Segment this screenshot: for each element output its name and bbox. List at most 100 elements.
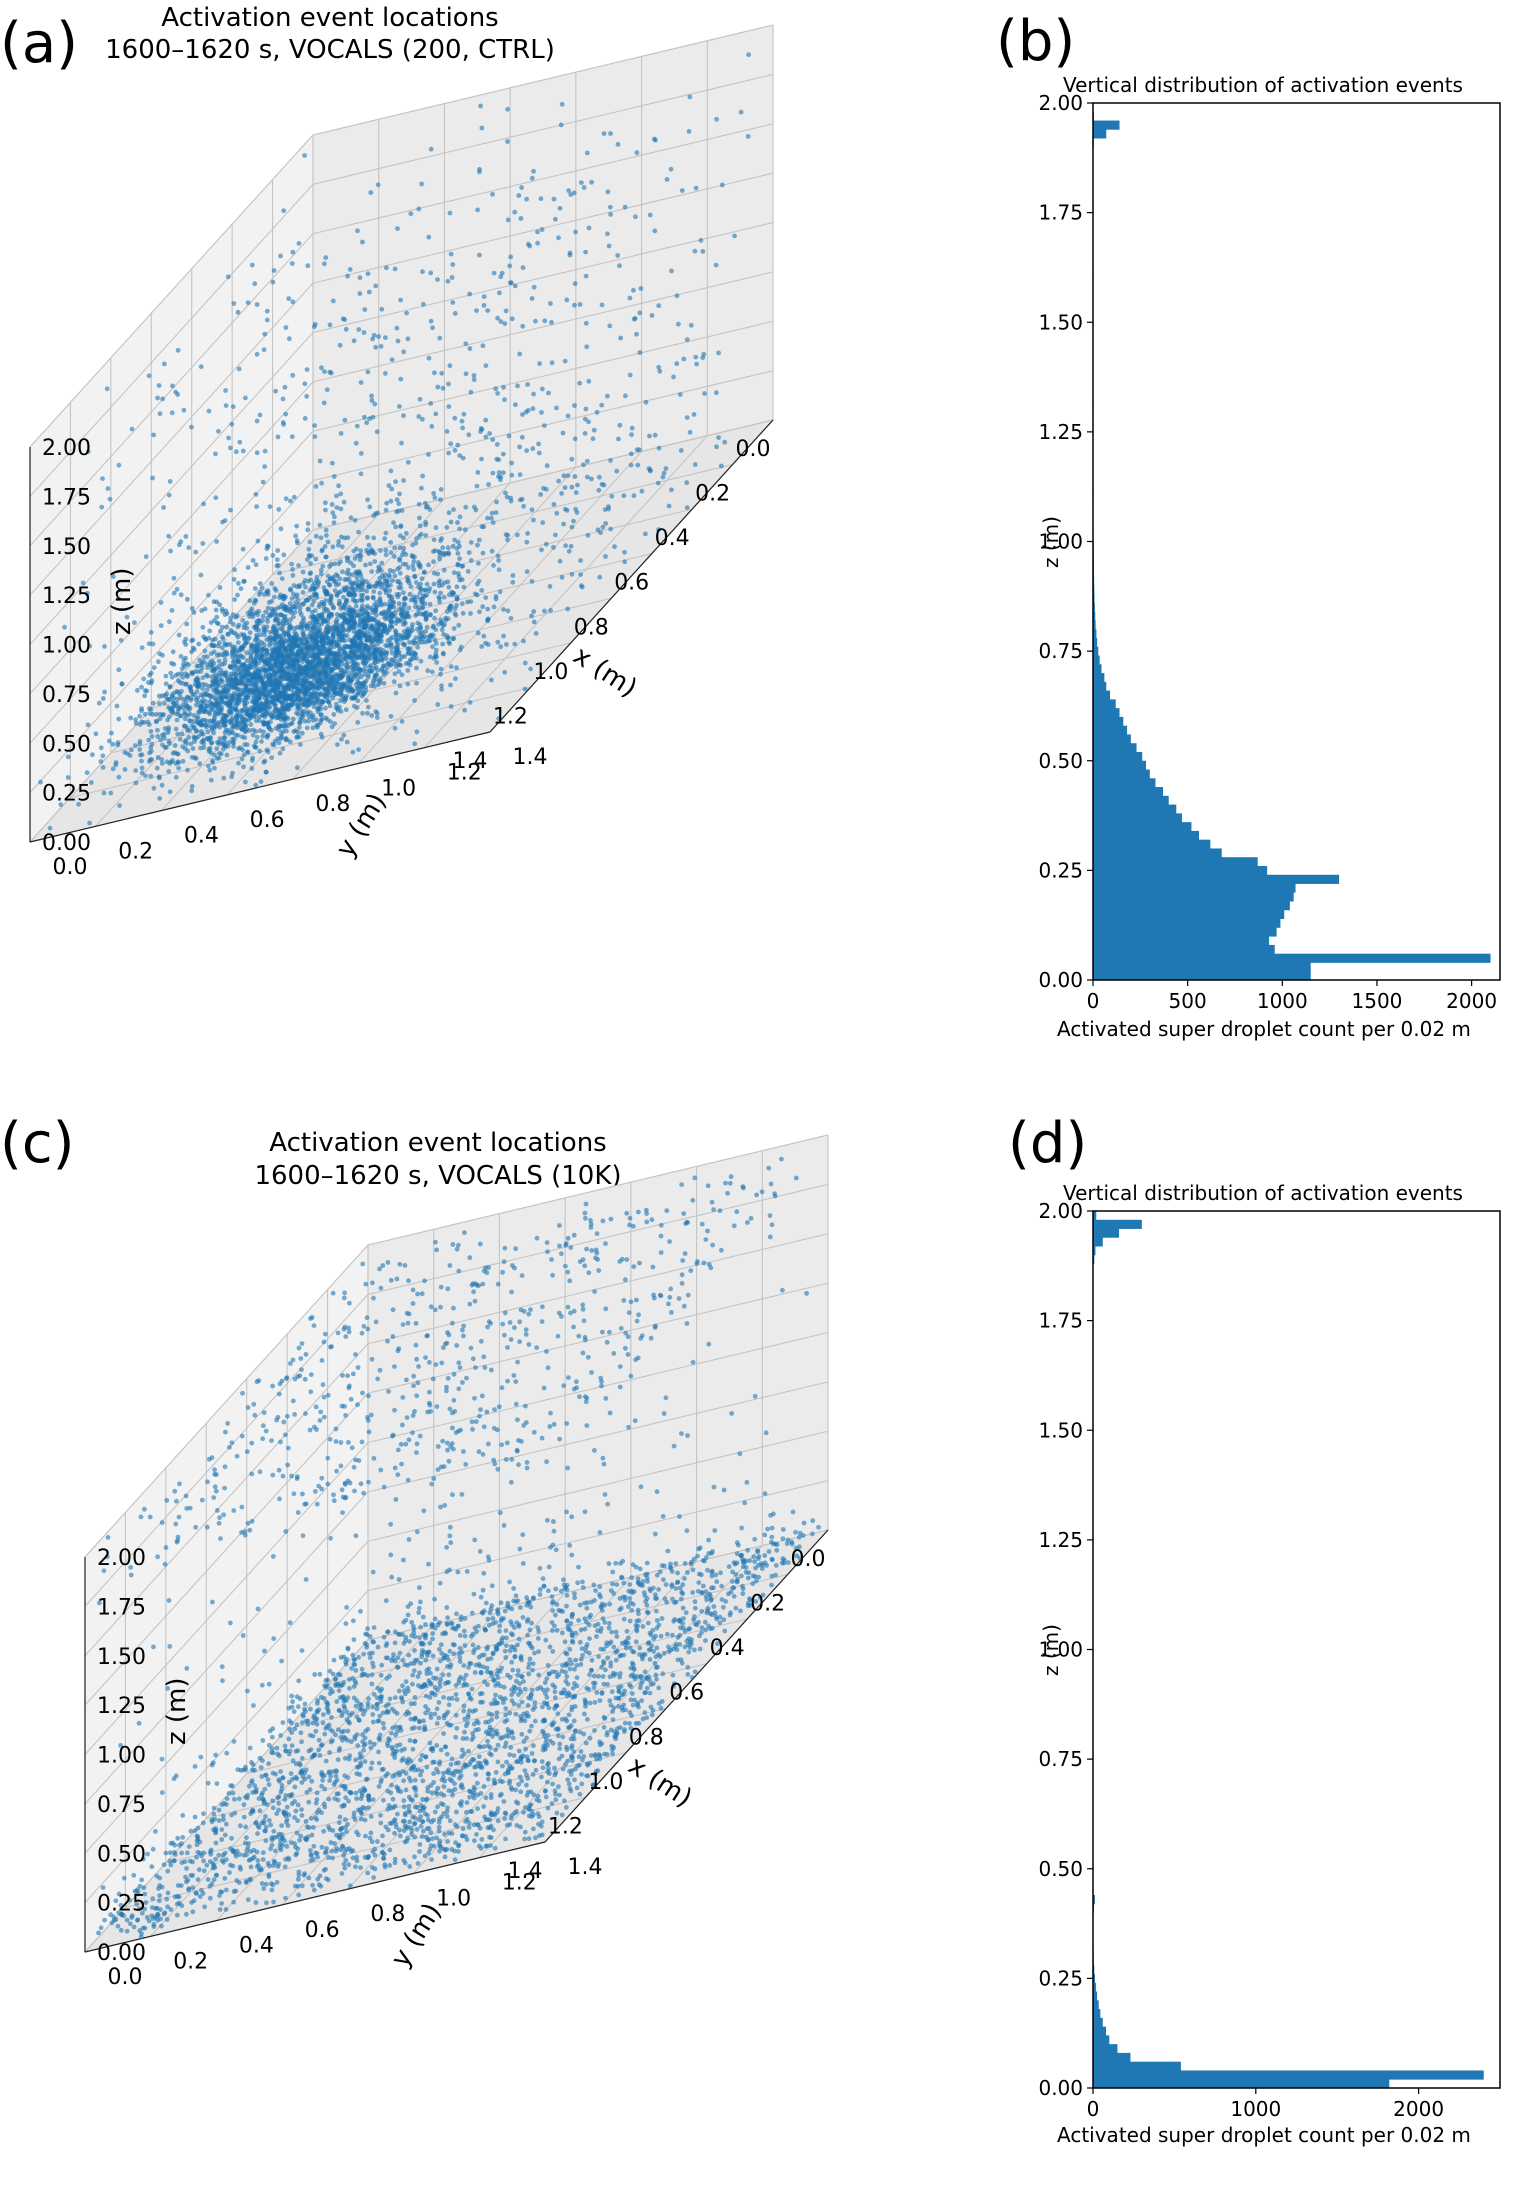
panel-b-bar — [1093, 918, 1281, 928]
panel-a-point — [340, 569, 345, 575]
panel-a-point — [451, 507, 456, 512]
panel-a-point — [445, 278, 451, 284]
panel-a-point — [405, 646, 411, 652]
panel-a-point — [383, 643, 388, 648]
panel-a-point — [355, 690, 361, 696]
panel-a-point — [432, 495, 438, 501]
panel-a-point — [383, 371, 388, 376]
panel-a-point — [414, 656, 419, 661]
panel-a-point — [278, 604, 284, 610]
panel-a-point — [451, 570, 457, 576]
panel-a-point — [267, 666, 272, 672]
panel-a-point — [258, 632, 264, 638]
panel-a-point — [410, 563, 416, 568]
panel-c-point — [306, 1799, 312, 1805]
panel-a-point — [438, 590, 443, 596]
panel-a-point — [494, 499, 499, 505]
panel-a-point — [317, 522, 323, 528]
panel-a-point — [633, 214, 638, 220]
panel-c-point — [287, 1748, 293, 1754]
panel-a-point — [354, 630, 359, 636]
panel-a-point — [577, 380, 583, 386]
panel-a-point — [253, 598, 259, 604]
panel-a-point — [334, 592, 340, 597]
panel-c-point — [201, 1868, 207, 1874]
panel-a-point — [254, 704, 260, 709]
panel-a-point — [240, 747, 246, 753]
panel-a-point — [261, 347, 267, 353]
panel-a-point — [270, 279, 276, 285]
panel-a-point — [441, 594, 447, 600]
panel-c-point — [437, 1646, 442, 1652]
panel-a-point — [221, 700, 227, 705]
panel-a-point — [543, 541, 549, 547]
panel-a-point — [456, 540, 461, 545]
panel-a-point — [413, 540, 419, 546]
panel-a-point — [505, 139, 510, 144]
panel-a-point — [467, 700, 473, 705]
panel-a-point — [530, 406, 536, 412]
panel-a-point — [342, 417, 348, 423]
panel-a-point — [383, 530, 389, 536]
panel-a-point — [139, 706, 145, 711]
panel-a-point — [411, 594, 417, 600]
panel-a-point — [219, 624, 225, 630]
panel-a-point — [300, 569, 306, 575]
panel-a-point — [321, 400, 327, 406]
panel-a-point — [357, 635, 363, 641]
panel-a-point — [261, 629, 267, 634]
panel-a-point — [358, 471, 364, 477]
panel-a-point — [198, 720, 204, 725]
panel-a-point — [405, 681, 411, 687]
panel-a-point — [218, 751, 224, 757]
panel-a-point — [401, 535, 406, 541]
panel-a-point — [280, 627, 285, 633]
panel-a-point — [228, 619, 233, 625]
panel-a-point — [684, 480, 690, 486]
panel-a-point — [366, 542, 372, 548]
panel-c-point — [585, 1717, 590, 1722]
panel-a-point — [320, 681, 326, 687]
panel-a-point — [578, 572, 583, 577]
panel-a-point — [577, 302, 583, 307]
panel-a-point — [448, 603, 453, 609]
panel-a-point — [159, 761, 165, 766]
panel-b-xtick-label: 0 — [1087, 989, 1100, 1013]
panel-a-point — [647, 433, 652, 439]
panel-a-point — [338, 709, 344, 714]
panel-a-point — [221, 722, 227, 728]
panel-a-point — [243, 671, 248, 677]
panel-a-point — [251, 657, 257, 663]
panel-a-point — [431, 656, 437, 661]
panel-a-point — [501, 470, 506, 476]
panel-a-point — [401, 413, 406, 418]
panel-a-point — [384, 650, 390, 655]
panel-a-point — [276, 507, 282, 512]
panel-a-point — [474, 308, 479, 313]
panel-a-point — [290, 567, 295, 572]
panel-a-point — [187, 728, 193, 733]
panel-a-point — [361, 681, 367, 687]
panel-a-point — [457, 453, 463, 458]
panel-a-point — [338, 491, 344, 497]
panel-a-point — [702, 391, 707, 396]
panel-a-point — [325, 620, 331, 625]
panel-a-point — [348, 644, 354, 650]
panel-a-point — [368, 190, 374, 196]
panel-a-point — [431, 549, 436, 554]
panel-a-point — [427, 638, 433, 644]
panel-a-point — [189, 649, 195, 655]
panel-a-point — [459, 563, 465, 569]
panel-a-point — [304, 367, 310, 372]
panel-a-point — [236, 746, 241, 751]
panel-c-point — [498, 1600, 504, 1606]
panel-a-point — [382, 586, 387, 592]
panel-a-point — [365, 710, 370, 716]
panel-a-point — [175, 706, 181, 712]
panel-a-point — [154, 712, 159, 717]
panel-a-point — [214, 679, 220, 685]
panel-a-point — [440, 545, 446, 551]
panel-a-point — [160, 396, 166, 402]
panel-a-point — [448, 704, 454, 709]
panel-a-point — [629, 432, 634, 437]
